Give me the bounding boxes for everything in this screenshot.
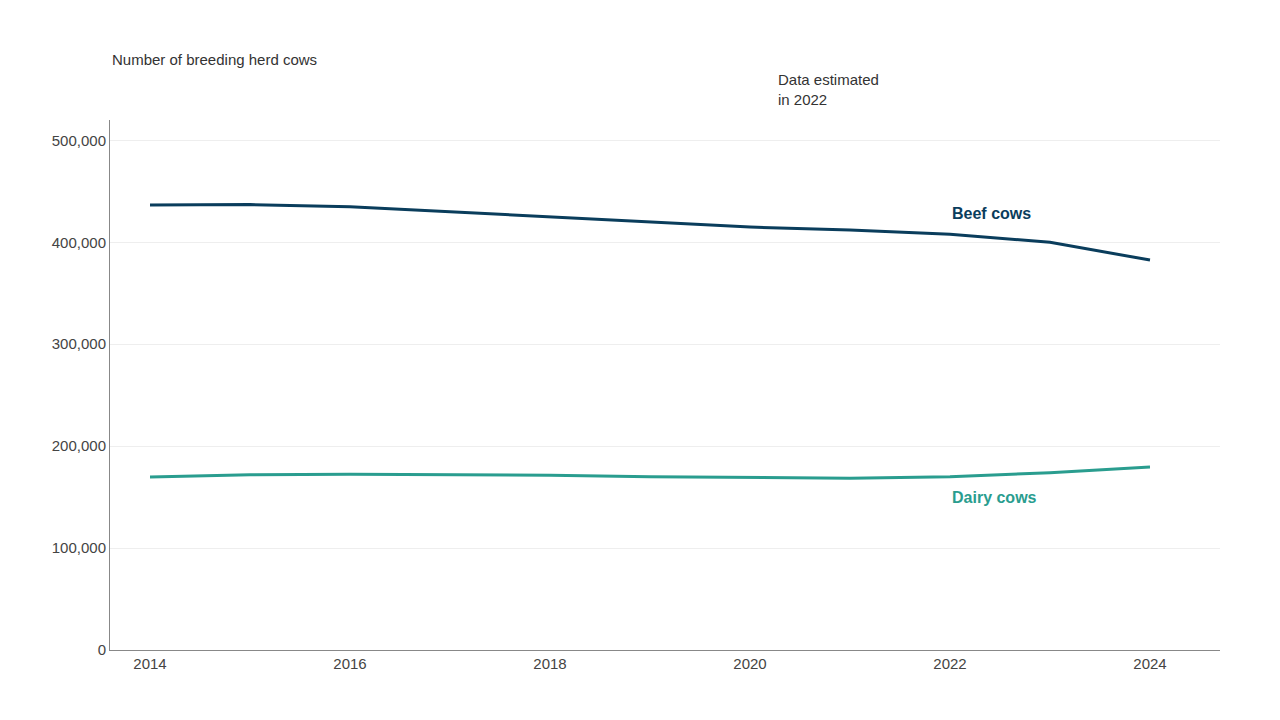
svg-text:2016: 2016 xyxy=(333,655,366,672)
svg-text:Beef cows: Beef cows xyxy=(952,205,1031,222)
svg-text:0: 0 xyxy=(98,641,106,658)
svg-text:Number of breeding herd cows: Number of breeding herd cows xyxy=(112,51,317,68)
svg-text:Dairy cows: Dairy cows xyxy=(952,489,1037,506)
svg-text:500,000: 500,000 xyxy=(52,132,106,149)
svg-text:2018: 2018 xyxy=(533,655,566,672)
svg-text:2014: 2014 xyxy=(133,655,166,672)
svg-text:400,000: 400,000 xyxy=(52,234,106,251)
svg-text:2022: 2022 xyxy=(933,655,966,672)
svg-text:Data estimatedin 2022: Data estimatedin 2022 xyxy=(778,71,879,108)
svg-text:100,000: 100,000 xyxy=(52,539,106,556)
svg-text:300,000: 300,000 xyxy=(52,335,106,352)
svg-text:2020: 2020 xyxy=(733,655,766,672)
svg-text:2024: 2024 xyxy=(1133,655,1166,672)
svg-text:200,000: 200,000 xyxy=(52,437,106,454)
